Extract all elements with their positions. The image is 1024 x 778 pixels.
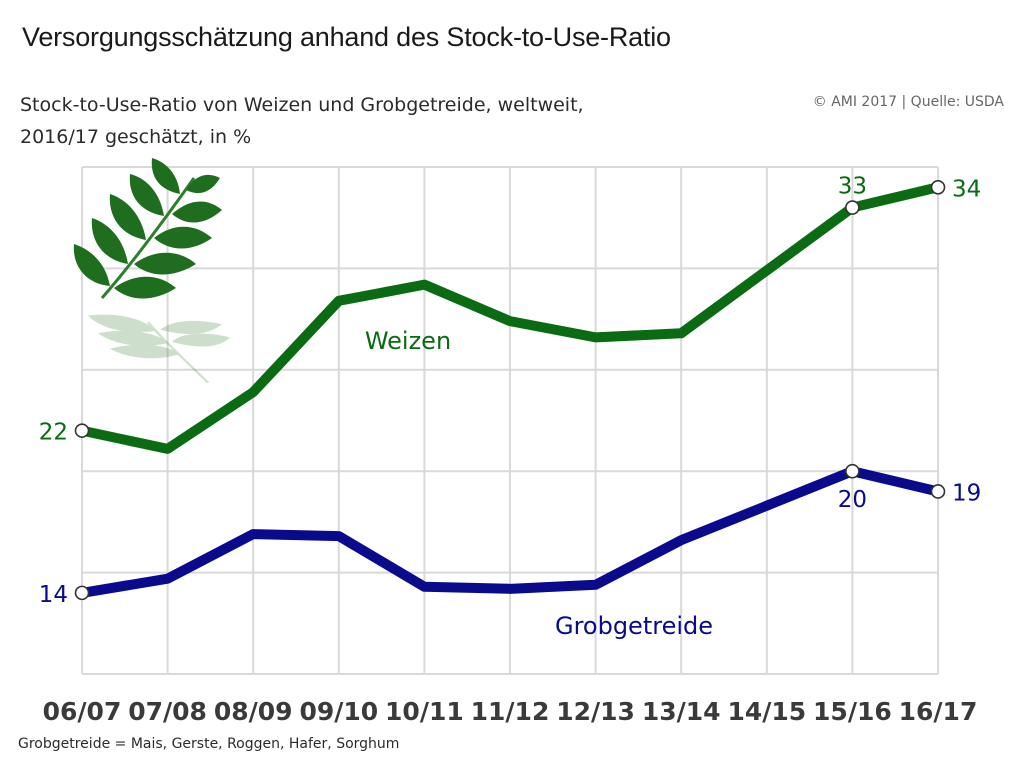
chart-title: Versorgungsschätzung anhand des Stock-to… [22, 22, 671, 52]
x-tick-label: 06/07 [43, 697, 122, 726]
x-tick-label: 09/10 [299, 697, 378, 726]
data-point-marker [930, 484, 946, 499]
x-tick-label: 11/12 [471, 697, 550, 726]
data-point-marker [74, 423, 90, 438]
data-label: 20 [838, 487, 867, 513]
data-label: 14 [39, 582, 68, 608]
x-tick-label: 15/16 [813, 697, 892, 726]
subtitle-line-2: 2016/17 geschätzt, in % [20, 126, 252, 148]
series-name-label: Grobgetreide [555, 612, 713, 640]
x-tick-label: 12/13 [556, 697, 635, 726]
x-tick-label: 14/15 [727, 697, 806, 726]
data-label: 19 [952, 480, 981, 506]
series-name-label: Weizen [365, 327, 451, 355]
data-label: 33 [838, 174, 867, 200]
wheat-icon [73, 158, 230, 384]
data-label: 22 [39, 420, 68, 446]
x-axis-ticks: 06/07 07/08 08/09 09/10 10/11 11/12 12/13 13/14… [43, 697, 978, 726]
series-grobgetreide: 14 20 19 Grobgetreide [39, 463, 981, 640]
chart-subtitle: Stock-to-Use-Ratio von Weizen und Grobge… [20, 89, 584, 153]
copyright-source: © AMI 2017 | Quelle: USDA [812, 94, 1004, 110]
data-point-marker [74, 585, 90, 601]
series-layer: 22 33 34 Weizen 14 20 19 Grobgetreide [39, 174, 982, 640]
data-point-marker [930, 179, 946, 195]
x-tick-label: 13/14 [642, 697, 721, 726]
data-label: 34 [952, 176, 981, 202]
wheat-icon-reflection [88, 314, 230, 384]
x-tick-label: 08/09 [214, 697, 293, 726]
series-line [77, 182, 943, 454]
data-point-marker [845, 200, 860, 215]
x-tick-label: 07/08 [128, 697, 207, 726]
wheat-stalk [100, 177, 196, 299]
series-line [77, 466, 943, 598]
footnote: Grobgetreide = Mais, Gerste, Roggen, Haf… [18, 736, 400, 752]
subtitle-line-1: Stock-to-Use-Ratio von Weizen und Grobge… [20, 94, 584, 116]
x-tick-label: 10/11 [385, 697, 464, 726]
series-weizen: 22 33 34 Weizen [39, 174, 981, 454]
x-tick-label: 16/17 [899, 697, 978, 726]
data-point-marker [845, 463, 860, 479]
